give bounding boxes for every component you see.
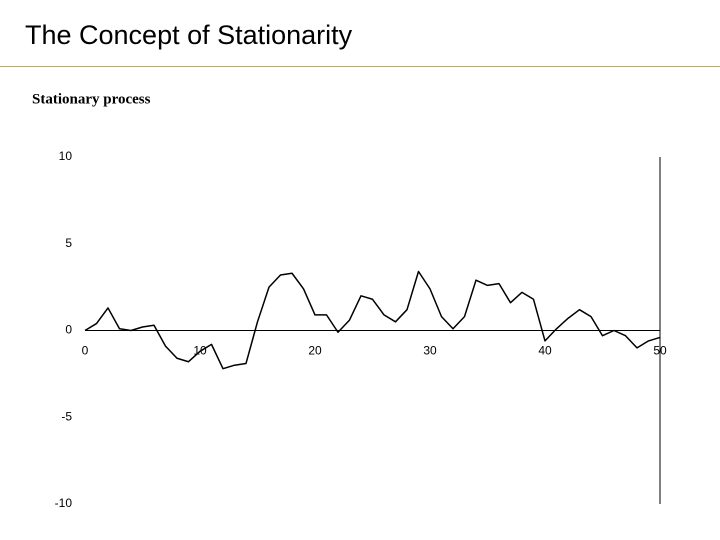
title-rule (0, 66, 720, 67)
slide-title: The Concept of Stationarity (25, 20, 353, 50)
x-tick-label: 20 (308, 344, 322, 358)
y-tick-label: 0 (65, 323, 72, 337)
y-tick-label: 5 (65, 236, 72, 250)
y-tick-label: -5 (61, 409, 72, 423)
x-tick-label: 0 (82, 344, 89, 358)
chart-title: Stationary process (32, 91, 151, 107)
x-tick-label: 40 (538, 344, 552, 358)
y-tick-label: -10 (55, 496, 73, 510)
x-tick-label: 50 (653, 344, 667, 358)
data-line (84, 270, 661, 370)
y-tick-label: 10 (59, 149, 73, 163)
x-tick-label: 30 (423, 344, 437, 358)
